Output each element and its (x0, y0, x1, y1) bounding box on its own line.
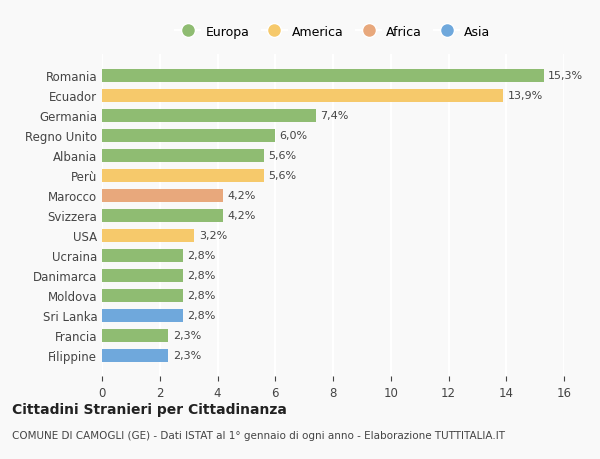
Bar (102, 329, 169, 342)
Bar (102, 129, 275, 142)
Bar (102, 269, 183, 282)
Text: 2,3%: 2,3% (173, 330, 201, 340)
Legend: Europa, America, Africa, Asia: Europa, America, Africa, Asia (169, 20, 497, 45)
Bar (102, 209, 223, 222)
Text: Cittadini Stranieri per Cittadinanza: Cittadini Stranieri per Cittadinanza (12, 402, 287, 416)
Text: 2,8%: 2,8% (187, 310, 215, 320)
Text: 3,2%: 3,2% (199, 231, 227, 241)
Bar (102, 90, 503, 102)
Text: 4,2%: 4,2% (227, 191, 256, 201)
Bar (102, 249, 183, 262)
Text: 4,2%: 4,2% (227, 211, 256, 221)
Text: 2,8%: 2,8% (187, 270, 215, 280)
Bar (102, 229, 194, 242)
Text: 5,6%: 5,6% (268, 151, 296, 161)
Text: COMUNE DI CAMOGLI (GE) - Dati ISTAT al 1° gennaio di ogni anno - Elaborazione TU: COMUNE DI CAMOGLI (GE) - Dati ISTAT al 1… (12, 431, 505, 440)
Text: 2,3%: 2,3% (173, 350, 201, 360)
Bar (102, 349, 169, 362)
Bar (102, 189, 223, 202)
Bar (102, 70, 544, 83)
Text: 2,8%: 2,8% (187, 291, 215, 301)
Bar (102, 150, 264, 162)
Bar (102, 289, 183, 302)
Bar (102, 169, 264, 182)
Bar (102, 110, 316, 123)
Text: 5,6%: 5,6% (268, 171, 296, 181)
Text: 2,8%: 2,8% (187, 251, 215, 261)
Text: 6,0%: 6,0% (280, 131, 308, 141)
Bar (102, 309, 183, 322)
Text: 15,3%: 15,3% (548, 71, 583, 81)
Text: 7,4%: 7,4% (320, 111, 349, 121)
Text: 13,9%: 13,9% (508, 91, 543, 101)
